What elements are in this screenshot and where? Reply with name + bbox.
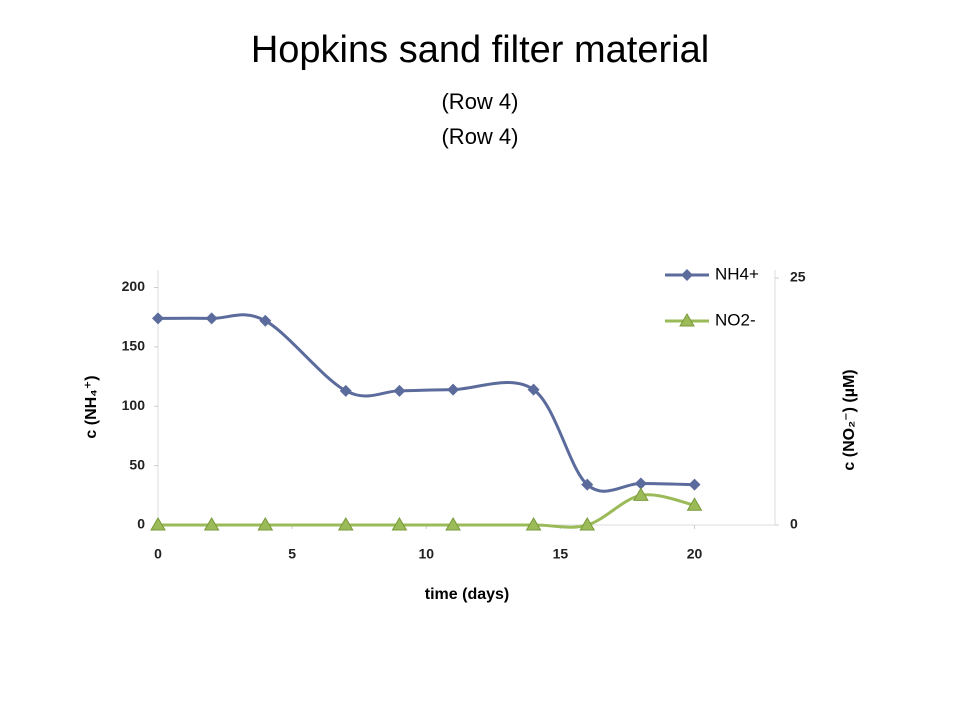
data-point [150,517,166,531]
y-tick-label: 0 [137,516,145,532]
y2-axis-label: c (NO₂⁻) (µM) [841,369,858,470]
chart-subtitle: (Row 4) [441,89,518,114]
data-point [445,517,461,531]
data-point [393,384,406,397]
chart-subtitle: (Row 4) [441,124,518,149]
legend-label: NO2- [715,310,756,329]
data-point [205,312,218,325]
data-point [688,478,701,491]
y-axis-label: c (NH₄⁺) [83,375,100,438]
data-point [579,517,596,531]
x-tick-label: 15 [553,546,569,562]
data-point [634,477,647,490]
data-point [527,383,540,396]
y-tick-label: 100 [122,397,146,413]
data-point [259,314,272,327]
data-point [686,497,703,511]
data-point [391,517,408,531]
x-tick-label: 10 [418,546,434,562]
legend-marker [681,269,693,281]
x-tick-label: 5 [288,546,296,562]
data-point [152,312,164,325]
y2-tick-label: 25 [790,269,806,285]
series-line [157,313,695,493]
legend-marker [679,313,695,327]
data-point [525,517,542,531]
data-point [447,383,460,396]
x-axis-label: time (days) [425,586,509,603]
data-point [257,517,274,531]
legend-label: NH4+ [715,264,759,283]
x-tick-label: 20 [687,546,703,562]
chart-title: Hopkins sand filter material [251,29,709,71]
y-tick-label: 150 [122,338,146,354]
y-tick-label: 200 [122,278,146,294]
data-point [339,384,352,397]
data-point [632,487,649,501]
x-tick-label: 0 [154,546,162,562]
y-tick-label: 50 [129,456,145,472]
data-point [203,517,220,531]
series-line [158,493,695,529]
y2-tick-label: 0 [790,516,798,532]
data-point [581,478,594,491]
data-point [337,517,354,531]
